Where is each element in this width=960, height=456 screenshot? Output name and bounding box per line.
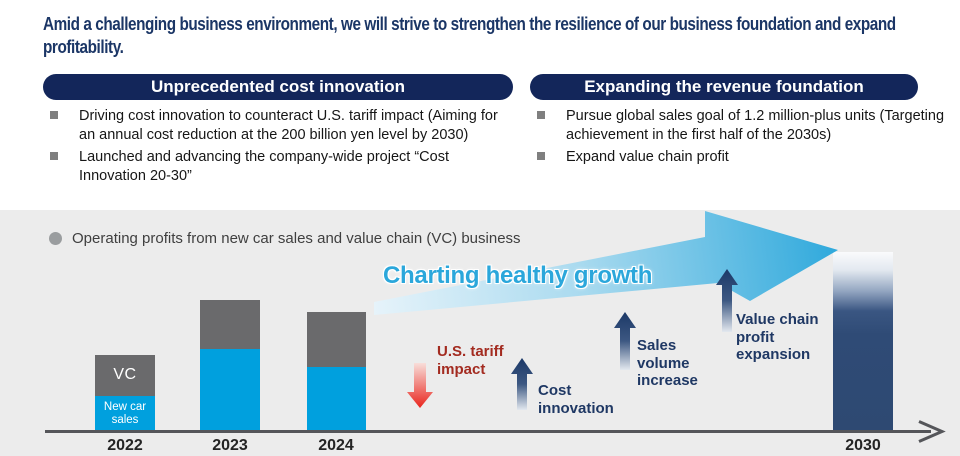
square-bullet-icon [537, 111, 545, 119]
annotation-tariff-impact: U.S. tariff impact [437, 343, 504, 378]
bullet-text: Driving cost innovation to counteract U.… [79, 108, 498, 143]
bullet-text: Pursue global sales goal of 1.2 million-… [566, 108, 945, 143]
x-axis-arrow-icon [918, 420, 946, 443]
bullet-text: Launched and advancing the company-wide … [79, 148, 449, 184]
list-item: Pursue global sales goal of 1.2 million-… [530, 107, 951, 145]
square-bullet-icon [50, 111, 58, 119]
square-bullet-icon [537, 151, 545, 160]
axis-label-2022: 2022 [107, 437, 143, 454]
annotation-value-chain: Value chain profit expansion [736, 311, 819, 364]
bar-2024 [307, 312, 366, 431]
annotation-sales-volume: Sales volume increase [637, 337, 698, 390]
column-revenue-foundation: Expanding the revenue foundation Pursue … [530, 74, 951, 170]
bullet-text: Expand value chain profit [566, 148, 729, 165]
bar-2024-newcar-segment [307, 367, 366, 431]
newcar-segment-label: New car sales [103, 401, 147, 426]
bullet-list-cost-innovation: Driving cost innovation to counteract U.… [43, 107, 513, 185]
bar-2022-vc-segment: VC [95, 355, 155, 396]
section-header-cost-innovation: Unprecedented cost innovation [43, 74, 513, 100]
growth-caption: Charting healthy growth [383, 262, 653, 289]
sales-volume-up-arrow-icon [614, 312, 636, 370]
axis-label-2030: 2030 [845, 437, 881, 454]
axis-label-2024: 2024 [318, 437, 354, 454]
annotation-cost-innovation: Cost innovation [538, 382, 614, 417]
list-item: Launched and advancing the company-wide … [43, 148, 513, 186]
bar-2023-vc-segment [200, 300, 260, 349]
chart-legend: Operating profits from new car sales and… [49, 230, 521, 247]
bar-2022-newcar-segment: New car sales [95, 396, 155, 431]
bar-2023-newcar-segment [200, 349, 260, 431]
bar-2030-target [833, 252, 893, 431]
legend-circle-icon [49, 232, 62, 245]
list-item: Driving cost innovation to counteract U.… [43, 107, 513, 145]
bullet-list-revenue-foundation: Pursue global sales goal of 1.2 million-… [530, 107, 951, 167]
bar-2023 [200, 300, 260, 431]
bar-2024-vc-segment [307, 312, 366, 367]
axis-label-2023: 2023 [212, 437, 248, 454]
vc-segment-label: VC [113, 366, 137, 383]
square-bullet-icon [50, 151, 58, 160]
profit-growth-chart: Operating profits from new car sales and… [0, 210, 960, 456]
legend-label: Operating profits from new car sales and… [72, 230, 521, 247]
value-chain-up-arrow-icon [716, 269, 738, 332]
list-item: Expand value chain profit [530, 148, 951, 167]
column-cost-innovation: Unprecedented cost innovation Driving co… [43, 74, 513, 188]
tariff-down-arrow-icon [407, 363, 433, 408]
section-header-revenue-foundation: Expanding the revenue foundation [530, 74, 918, 100]
bar-2022: VC New car sales [95, 355, 155, 431]
slide-headline: Amid a challenging business environment,… [43, 14, 896, 57]
